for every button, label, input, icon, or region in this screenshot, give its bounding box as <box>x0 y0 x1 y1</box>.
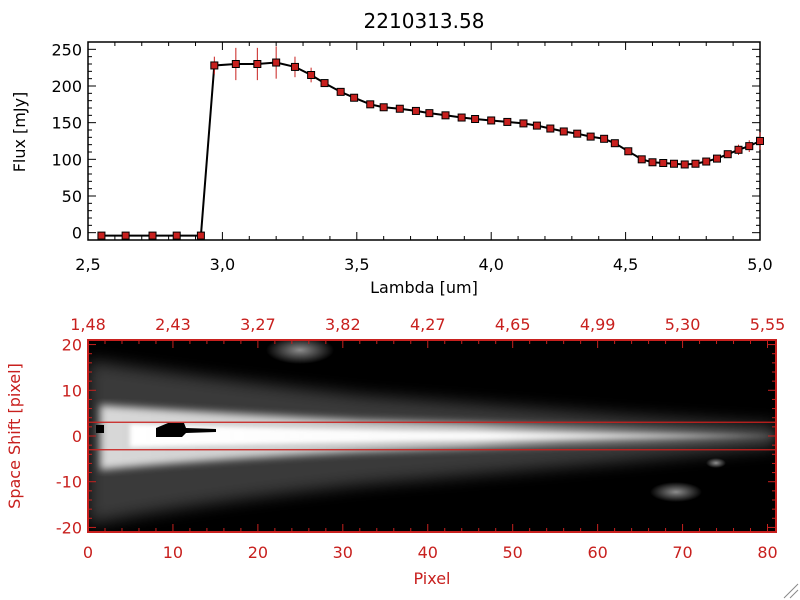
top-x-axis-label: Lambda [um] <box>370 278 478 297</box>
flux-data-point <box>610 139 619 148</box>
top-wavelength-tick-label: 4,65 <box>495 315 531 334</box>
flux-data-point <box>196 231 205 240</box>
bottom-plot-axes: 0 1,48 10 2,43 20 3,27 30 3,82 40 4,27 50 4,65 60 4,9… <box>56 315 785 562</box>
bottom-x-tick-label: 30 <box>333 543 353 562</box>
flux-data-point <box>210 61 219 70</box>
top-y-tick-label: 50 <box>62 187 82 206</box>
top-x-tick-label: 3,5 <box>344 255 369 274</box>
flux-data-point <box>411 106 420 115</box>
flux-data-point <box>441 111 450 120</box>
top-wavelength-tick-label: 5,30 <box>665 315 701 334</box>
flux-data-point <box>457 113 466 122</box>
flux-data-point <box>659 159 668 167</box>
top-wavelength-tick-label: 4,27 <box>410 315 446 334</box>
bottom-y-tick-label: 10 <box>62 381 82 400</box>
top-x-tick-label: 3,0 <box>210 255 235 274</box>
chart-title: 2210313.58 <box>364 9 485 33</box>
top-y-tick-label: 200 <box>51 77 82 96</box>
top-plot-frame <box>87 41 761 241</box>
top-wavelength-tick-label: 2,43 <box>155 315 191 334</box>
top-wavelength-tick-label: 3,82 <box>325 315 361 334</box>
flux-data-point <box>573 129 582 138</box>
flux-data-point <box>172 231 181 240</box>
flux-data-point <box>712 154 721 163</box>
top-plot-series <box>97 46 764 240</box>
flux-data-point <box>691 159 700 168</box>
image-spot-right <box>706 458 726 468</box>
flux-data-point <box>290 62 299 71</box>
flux-data-point <box>559 127 568 136</box>
flux-data-point <box>546 124 555 133</box>
flux-data-point <box>519 119 528 128</box>
flux-data-point <box>503 117 512 126</box>
flux-data-point <box>395 104 404 113</box>
bottom-x-tick-label: 50 <box>503 543 523 562</box>
flux-data-point <box>680 160 689 169</box>
flux-data-point <box>471 115 480 123</box>
flux-data-point <box>600 134 609 143</box>
top-y-tick-label: 100 <box>51 150 82 169</box>
flux-data-point <box>97 231 106 240</box>
image-edge-spot <box>96 425 104 433</box>
top-y-axis-label: Flux [mJy] <box>10 92 29 173</box>
flux-data-point <box>734 145 743 154</box>
bottom-x-tick-label: 40 <box>418 543 438 562</box>
flux-data-point <box>624 147 633 156</box>
flux-data-point <box>586 132 595 141</box>
bottom-x-tick-label: 0 <box>83 543 93 562</box>
spectrum-image <box>88 340 776 532</box>
top-x-tick-label: 5,0 <box>747 255 772 274</box>
image-trace-core <box>130 424 776 447</box>
bottom-x-axis-label: Pixel <box>413 569 450 588</box>
bottom-y-tick-label: -20 <box>56 518 82 537</box>
image-blob-upper <box>266 340 334 364</box>
flux-data-point <box>272 58 281 67</box>
top-wavelength-tick-label: 1,48 <box>70 315 106 334</box>
top-plot-axes: 2,5 3,0 3,5 4,0 4,5 5,0 0 50 100 150 200 250 <box>51 40 772 274</box>
flux-data-point <box>121 231 130 240</box>
flux-series-line <box>101 61 761 237</box>
flux-data-point <box>148 231 157 240</box>
top-wavelength-tick-label: 4,99 <box>580 315 616 334</box>
bottom-y-tick-label: -10 <box>56 473 82 492</box>
flux-data-point <box>425 109 434 118</box>
image-saturated-spot <box>156 423 216 437</box>
flux-data-point <box>253 60 262 68</box>
flux-data-point <box>487 116 496 125</box>
top-wavelength-tick-label: 5,55 <box>750 315 786 334</box>
flux-data-point <box>532 121 541 130</box>
flux-data-point <box>307 71 316 79</box>
flux-data-point <box>723 150 732 159</box>
image-blob-lower <box>650 482 702 502</box>
flux-data-point <box>231 60 240 68</box>
top-wavelength-tick-label: 3,27 <box>240 315 276 334</box>
top-x-tick-label: 4,5 <box>613 255 638 274</box>
bottom-y-axis-label: Space Shift [pixel] <box>5 363 24 509</box>
flux-data-point <box>320 79 329 88</box>
flux-data-point <box>648 158 657 167</box>
top-y-tick-label: 150 <box>51 114 82 133</box>
bottom-y-tick-label: 20 <box>62 336 82 355</box>
flux-data-point <box>336 87 345 96</box>
flux-data-point <box>669 159 678 168</box>
bottom-x-tick-label: 60 <box>587 543 607 562</box>
top-y-tick-label: 0 <box>72 224 82 243</box>
bottom-x-tick-label: 70 <box>672 543 692 562</box>
flux-data-point <box>350 93 359 102</box>
flux-data-point <box>756 137 764 145</box>
bottom-x-tick-label: 10 <box>163 543 183 562</box>
flux-data-point <box>379 103 388 112</box>
top-y-tick-label: 250 <box>51 40 82 59</box>
bottom-x-tick-label: 20 <box>248 543 268 562</box>
flux-data-point <box>702 157 711 166</box>
flux-data-point <box>366 100 375 109</box>
top-x-tick-label: 2,5 <box>75 255 100 274</box>
resize-grip-icon[interactable] <box>783 583 799 599</box>
flux-data-point <box>745 142 754 151</box>
flux-data-point <box>637 155 646 164</box>
bottom-x-tick-label: 80 <box>757 543 777 562</box>
top-x-tick-label: 4,0 <box>478 255 503 274</box>
bottom-y-tick-label: 0 <box>72 427 82 446</box>
